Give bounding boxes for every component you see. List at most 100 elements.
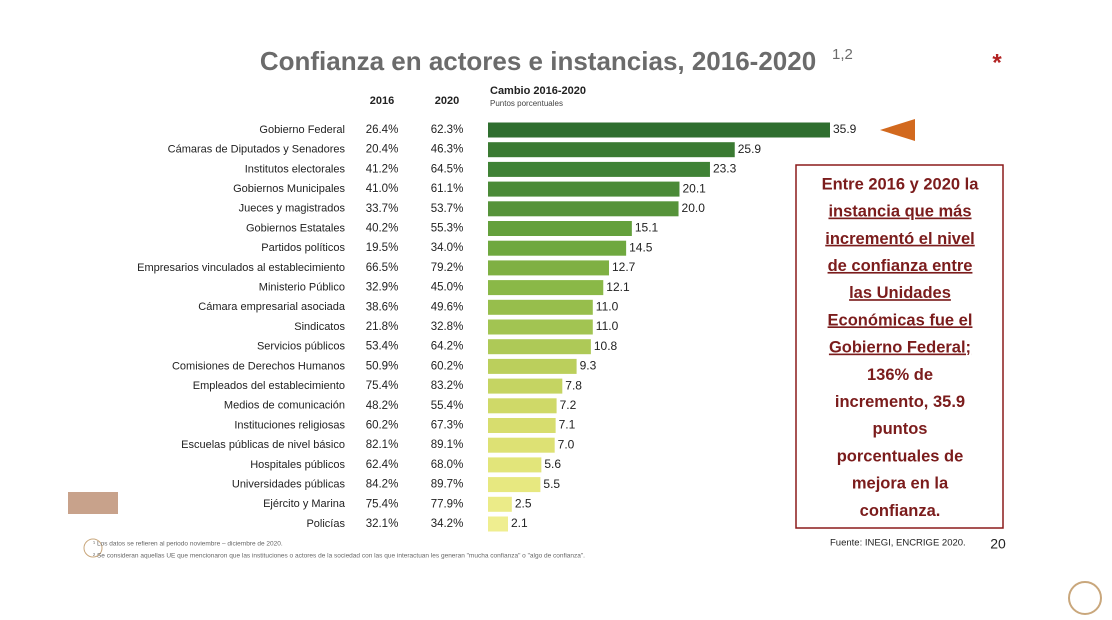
cell-2016: 21.8% <box>366 321 399 333</box>
cell-2020: 68.0% <box>431 459 464 471</box>
bar <box>488 378 563 394</box>
category-label: Gobierno Federal <box>259 124 345 136</box>
note-line: incrementó el nivel <box>825 230 974 248</box>
change-subheader: Puntos porcentuales <box>490 99 563 108</box>
bar <box>488 122 830 138</box>
value-label: 7.2 <box>560 398 577 412</box>
change-header: Cambio 2016-2020 <box>490 85 586 97</box>
bar <box>488 457 542 473</box>
value-label: 7.0 <box>558 437 575 451</box>
cell-2016: 19.5% <box>366 242 399 254</box>
note-line: de confianza entre <box>828 257 973 275</box>
cell-2016: 50.9% <box>366 360 399 372</box>
category-label: Medios de comunicación <box>224 400 345 412</box>
bar <box>488 516 509 532</box>
category-label: Hospitales públicos <box>250 459 345 471</box>
category-label: Empresarios vinculados al establecimient… <box>137 262 345 274</box>
cell-2016: 60.2% <box>366 420 399 432</box>
value-label: 2.5 <box>515 496 532 510</box>
category-label: Servicios públicos <box>257 341 346 353</box>
value-label: 2.1 <box>511 516 528 530</box>
bar <box>488 299 593 315</box>
footnote: ² Se consideran aquellas UE que menciona… <box>93 553 585 560</box>
cell-2020: 32.8% <box>431 321 464 333</box>
cell-2020: 55.4% <box>431 400 464 412</box>
cell-2020: 46.3% <box>431 144 464 156</box>
footnote: ¹ Los datos se refieren al periodo novie… <box>93 541 283 548</box>
cell-2020: 77.9% <box>431 498 464 510</box>
source: Fuente: INEGI, ENCRIGE 2020. <box>830 538 966 549</box>
cell-2016: 66.5% <box>366 262 399 274</box>
bar <box>488 358 577 374</box>
bar <box>488 496 512 512</box>
bar <box>488 221 632 236</box>
note-line: 136% de <box>867 366 933 384</box>
bar <box>488 437 555 453</box>
category-label: Institutos electorales <box>245 163 346 175</box>
cell-2016: 32.1% <box>366 518 399 530</box>
page-number: 20 <box>990 536 1006 552</box>
value-label: 11.0 <box>596 299 619 313</box>
note-line: Económicas fue el <box>828 311 973 329</box>
cell-2020: 64.5% <box>431 163 464 175</box>
cell-2016: 82.1% <box>366 439 399 451</box>
value-label: 23.3 <box>713 162 737 176</box>
cell-2016: 75.4% <box>366 498 399 510</box>
cell-2016: 38.6% <box>366 301 399 313</box>
chart-title: Confianza en actores e instancias, 2016-… <box>260 46 816 76</box>
value-label: 5.6 <box>544 457 561 471</box>
cell-2020: 89.1% <box>431 439 464 451</box>
value-label: 12.7 <box>612 260 636 274</box>
note-box <box>795 164 1004 529</box>
cell-2020: 61.1% <box>431 183 464 195</box>
category-label: Cámaras de Diputados y Senadores <box>168 144 346 156</box>
category-label: Partidos políticos <box>261 242 345 254</box>
category-label: Ministerio Público <box>259 282 345 294</box>
bar <box>488 477 541 493</box>
note-line: porcentuales de <box>837 447 964 465</box>
cell-2020: 67.3% <box>431 420 464 432</box>
cell-2020: 62.3% <box>431 124 464 136</box>
column-header: 2016 <box>370 95 394 107</box>
bar <box>488 161 710 177</box>
bar <box>488 280 604 296</box>
bar <box>488 201 679 217</box>
category-label: Sindicatos <box>294 321 345 333</box>
cell-2020: 34.0% <box>431 242 464 254</box>
cell-2020: 83.2% <box>431 380 464 392</box>
cell-2016: 62.4% <box>366 459 399 471</box>
cell-2020: 49.6% <box>431 301 464 313</box>
value-label: 12.1 <box>606 280 630 294</box>
cell-2016: 53.4% <box>366 341 399 353</box>
bar <box>488 339 591 355</box>
cell-2020: 34.2% <box>431 518 464 530</box>
value-label: 25.9 <box>738 142 762 156</box>
cell-2016: 40.2% <box>366 223 399 235</box>
note-line: incremento, 35.9 <box>835 393 965 411</box>
bar <box>488 398 557 414</box>
note-line: Entre 2016 y 2020 la <box>822 175 980 193</box>
category-label: Ejército y Marina <box>263 498 346 510</box>
bar <box>488 418 556 433</box>
value-label: 5.5 <box>543 477 560 491</box>
cell-2016: 32.9% <box>366 282 399 294</box>
category-label: Instituciones religiosas <box>234 419 345 431</box>
category-label: Cámara empresarial asociada <box>198 301 346 313</box>
cell-2016: 33.7% <box>366 203 399 215</box>
title-superscript: 1,2 <box>832 46 853 63</box>
cell-2020: 89.7% <box>431 479 464 491</box>
bar <box>488 240 627 256</box>
cell-2016: 84.2% <box>366 479 399 491</box>
note-line: Gobierno Federal; <box>829 339 971 357</box>
category-label: Empleados del establecimiento <box>193 380 345 392</box>
note-line: puntos <box>873 420 928 438</box>
asterisk: * <box>992 49 1002 76</box>
bar <box>488 142 735 158</box>
category-label: Gobiernos Estatales <box>246 222 346 234</box>
cell-2016: 75.4% <box>366 380 399 392</box>
note-line: las Unidades <box>849 284 951 302</box>
value-label: 15.1 <box>635 221 659 235</box>
logo <box>68 492 1102 615</box>
value-label: 9.3 <box>580 359 597 373</box>
